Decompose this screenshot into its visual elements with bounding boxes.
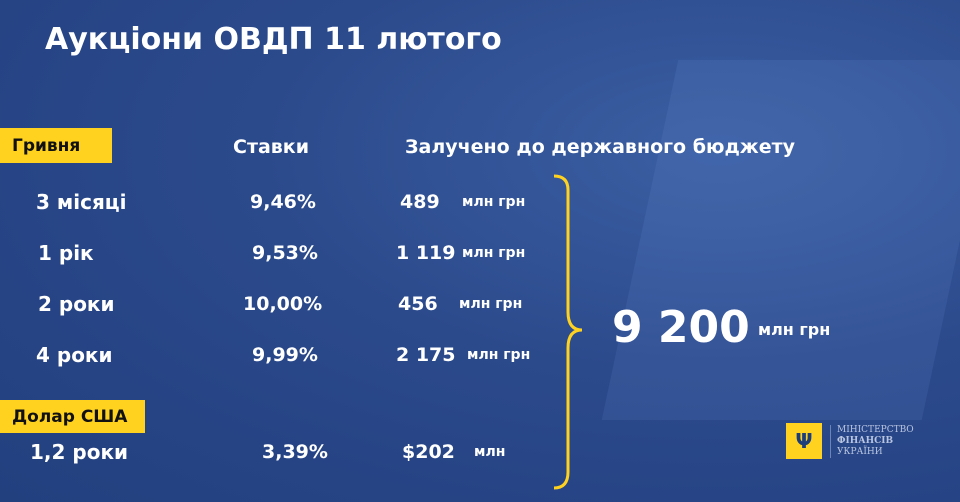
row-term: 2 роки: [38, 292, 115, 316]
row-rate: 9,99%: [252, 344, 318, 366]
page-title: Аукціони ОВДП 11 лютого: [45, 22, 502, 57]
row-unit: млн грн: [462, 194, 526, 210]
row-amount: 2 175: [396, 344, 456, 366]
row-term: 4 роки: [36, 343, 113, 367]
laptop-background: [601, 60, 960, 420]
row-unit: млн грн: [467, 347, 531, 363]
total-value: 9 200: [612, 302, 750, 353]
row-term: 3 місяці: [36, 190, 127, 214]
section-uah-label: Гривня: [12, 135, 81, 156]
row-term: 1,2 роки: [30, 440, 129, 464]
logo-line1: МІНІСТЕРСТВО: [837, 424, 914, 435]
row-amount: $202: [402, 441, 455, 463]
row-rate: 9,53%: [252, 242, 318, 264]
row-amount: 456: [398, 293, 438, 315]
section-usd-label: Долар США: [12, 406, 128, 427]
row-amount: 489: [400, 191, 440, 213]
row-rate: 3,39%: [262, 441, 328, 463]
trident-icon: Ψ: [786, 423, 822, 459]
row-rate: 9,46%: [250, 191, 316, 213]
header-rates: Ставки: [233, 136, 310, 158]
ministry-logo: Ψ МІНІСТЕРСТВО ФІНАНСІВ УКРАЇНИ: [786, 423, 914, 459]
row-amount: 1 119: [396, 242, 456, 264]
logo-line2: ФІНАНСІВ: [837, 435, 894, 446]
row-rate: 10,00%: [243, 293, 323, 315]
header-raised: Залучено до державного бюджету: [405, 136, 795, 158]
logo-line3: УКРАЇНИ: [837, 446, 883, 457]
total-unit: млн грн: [758, 320, 831, 339]
row-unit: млн грн: [459, 296, 523, 312]
section-usd: Долар США: [0, 400, 145, 433]
brace-icon: [553, 174, 583, 490]
section-uah: Гривня: [0, 128, 112, 163]
row-unit: млн грн: [462, 245, 526, 261]
row-unit: млн: [474, 444, 506, 460]
row-term: 1 рік: [38, 241, 94, 265]
